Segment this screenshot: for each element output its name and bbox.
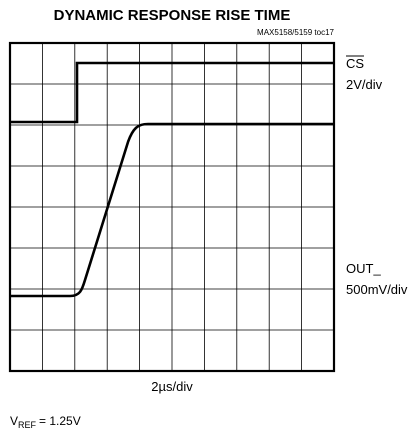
screen-border [8,41,336,373]
figure-id: MAX5158/5159 toc17 [257,28,334,37]
trace-scale: 500mV/div [346,282,408,297]
note-symbol: V [10,414,18,428]
x-scale: 2µs/div [151,379,193,394]
trace-scale: 2V/div [346,77,383,92]
out-trace [10,122,334,298]
graticule [10,43,334,371]
note-text: = 1.25V [39,414,81,428]
trace-label: CS [346,56,364,71]
cs-trace [10,61,334,124]
trace-label: OUT_ [346,261,381,276]
note-subscript: REF [18,420,37,430]
chart-title: DYNAMIC RESPONSE RISE TIME [54,7,291,24]
note: VREF = 1.25V [10,414,81,430]
